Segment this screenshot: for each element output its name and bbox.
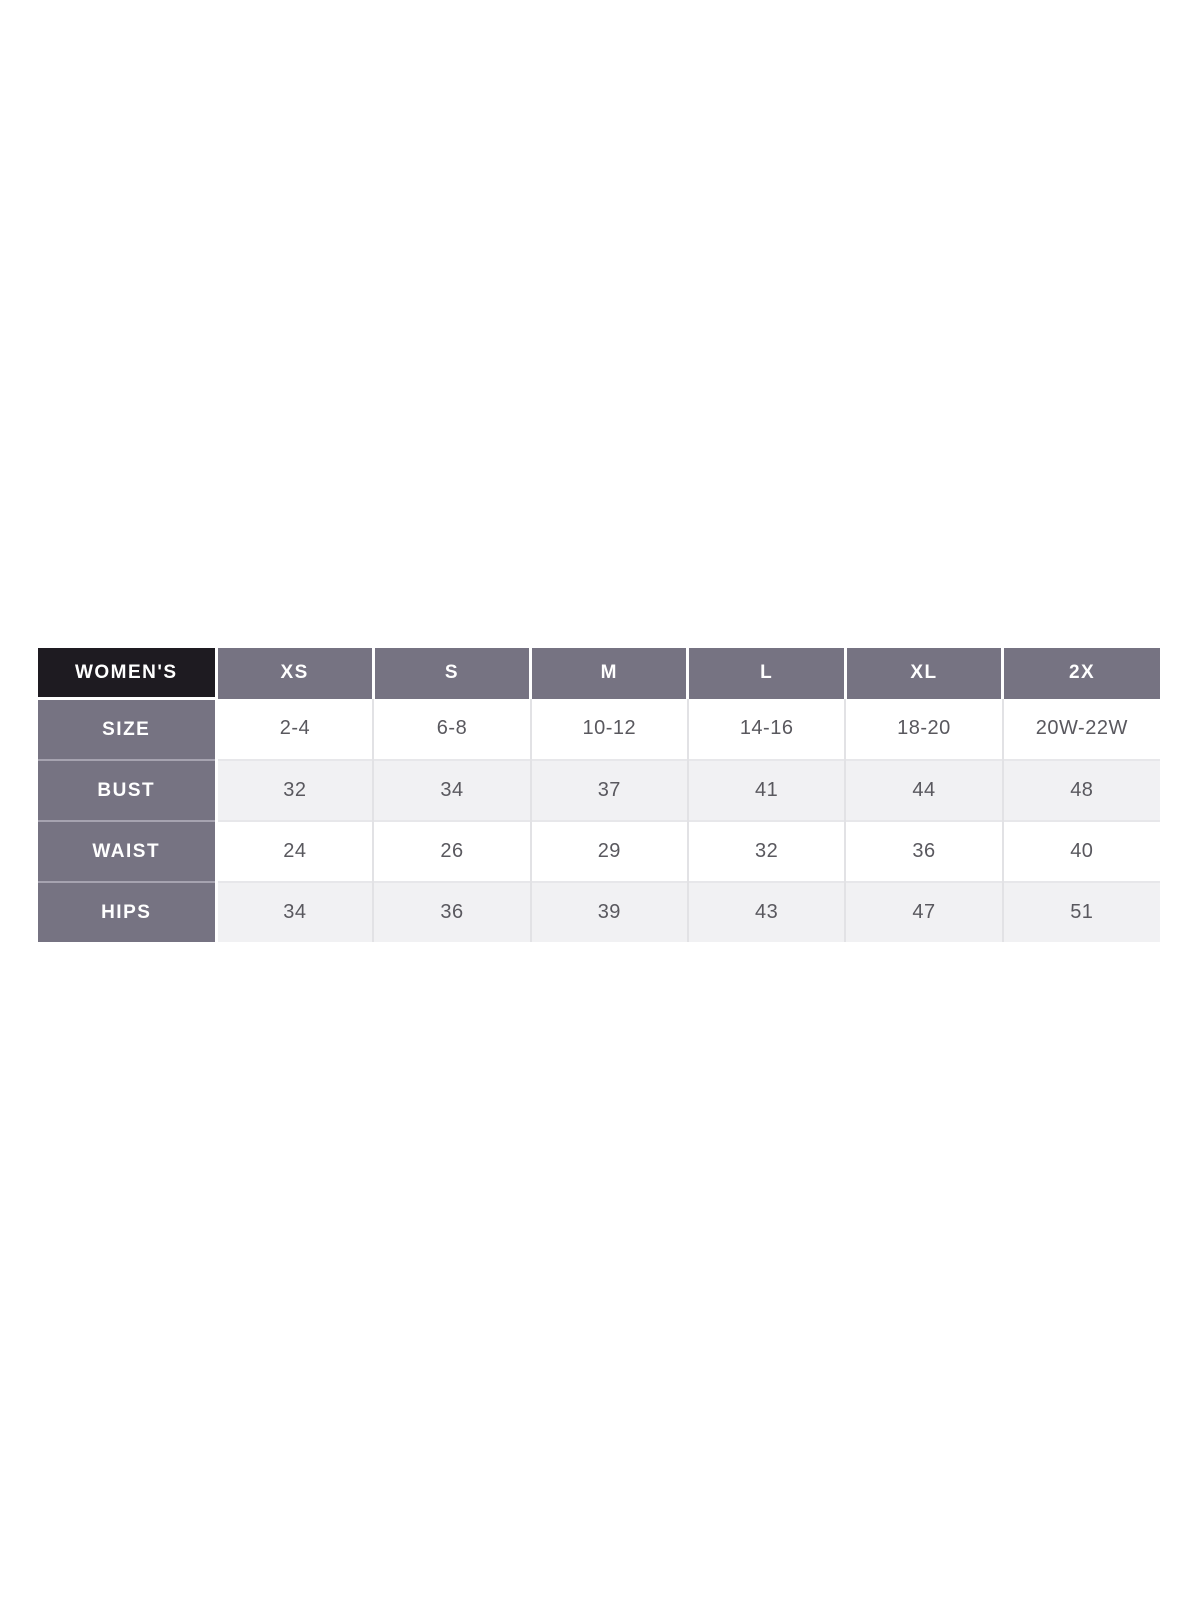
column-header-m: M bbox=[529, 648, 688, 699]
cell-waist-m: 29 bbox=[529, 820, 688, 882]
column-header-s: S bbox=[371, 648, 531, 699]
column-header-xl: XL bbox=[843, 648, 1003, 699]
table-row-waist: WAIST 24 26 29 32 36 40 bbox=[38, 820, 1160, 882]
cell-bust-xs: 32 bbox=[214, 759, 374, 821]
row-label-size: SIZE bbox=[38, 697, 216, 760]
cell-bust-2x: 48 bbox=[1001, 759, 1160, 821]
table-header-row: WOMEN'S XS S M L XL 2X bbox=[38, 648, 1160, 699]
row-label-waist: WAIST bbox=[38, 820, 216, 882]
cell-hips-s: 36 bbox=[372, 881, 531, 942]
cell-size-l: 14-16 bbox=[686, 698, 846, 760]
row-label-bust: BUST bbox=[38, 759, 216, 821]
cell-bust-xl: 44 bbox=[844, 759, 1003, 821]
cell-size-xs: 2-4 bbox=[214, 698, 374, 760]
cell-bust-s: 34 bbox=[372, 759, 531, 821]
table-row-size: SIZE 2-4 6-8 10-12 14-16 18-20 20W-22W bbox=[38, 697, 1160, 760]
cell-hips-xs: 34 bbox=[214, 881, 374, 942]
cell-hips-l: 43 bbox=[686, 881, 846, 942]
cell-hips-2x: 51 bbox=[1001, 881, 1160, 942]
cell-waist-l: 32 bbox=[686, 820, 846, 882]
cell-hips-m: 39 bbox=[529, 881, 688, 942]
corner-header-womens: WOMEN'S bbox=[38, 648, 216, 699]
cell-size-m: 10-12 bbox=[529, 698, 688, 760]
table-row-bust: BUST 32 34 37 41 44 48 bbox=[38, 759, 1160, 821]
cell-waist-2x: 40 bbox=[1001, 820, 1160, 882]
column-header-l: L bbox=[686, 648, 846, 699]
cell-bust-l: 41 bbox=[686, 759, 846, 821]
womens-size-chart-table: WOMEN'S XS S M L XL 2X SIZE 2-4 6-8 10-1… bbox=[38, 648, 1160, 942]
cell-size-2x: 20W-22W bbox=[1001, 698, 1160, 760]
row-label-hips: HIPS bbox=[38, 881, 216, 942]
cell-waist-s: 26 bbox=[372, 820, 531, 882]
cell-size-s: 6-8 bbox=[372, 698, 531, 760]
cell-bust-m: 37 bbox=[529, 759, 688, 821]
table-row-hips: HIPS 34 36 39 43 47 51 bbox=[38, 881, 1160, 942]
column-header-2x: 2X bbox=[1001, 648, 1160, 699]
column-header-xs: XS bbox=[214, 648, 374, 699]
cell-waist-xs: 24 bbox=[214, 820, 374, 882]
cell-waist-xl: 36 bbox=[844, 820, 1003, 882]
cell-size-xl: 18-20 bbox=[844, 698, 1003, 760]
cell-hips-xl: 47 bbox=[844, 881, 1003, 942]
